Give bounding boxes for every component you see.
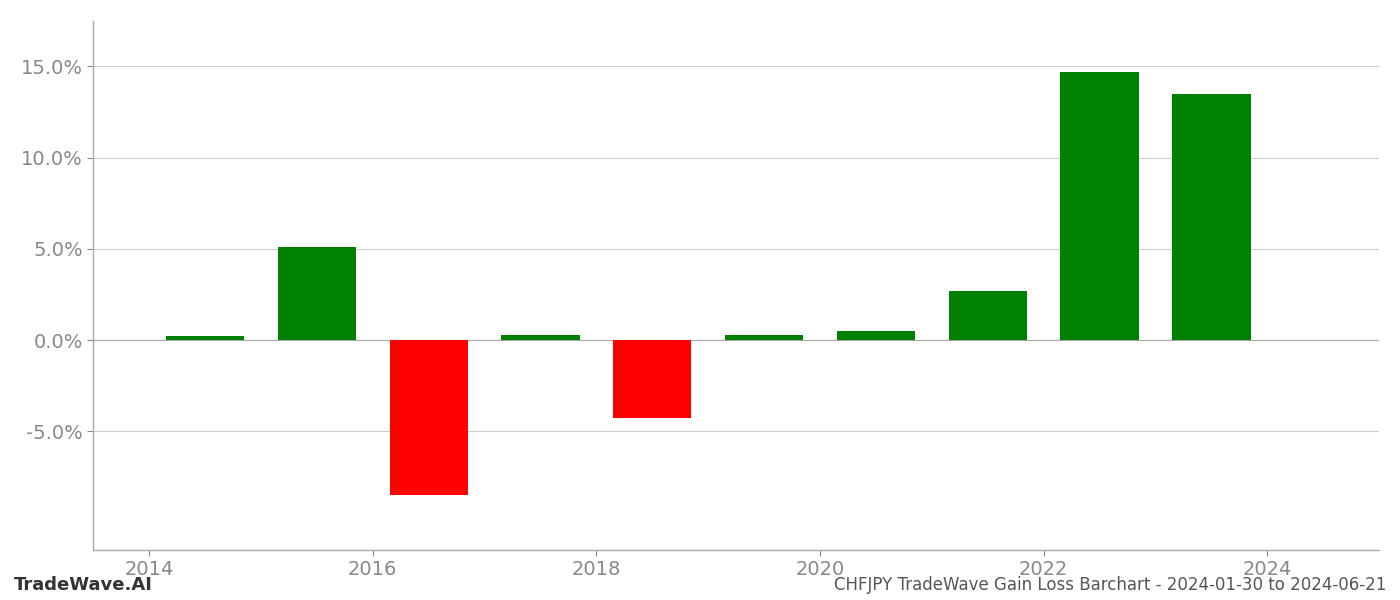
Bar (277, 247, 356, 340)
Bar (949, 291, 1028, 340)
Bar (501, 335, 580, 340)
Bar (167, 337, 244, 340)
Text: TradeWave.AI: TradeWave.AI (14, 576, 153, 594)
Bar (389, 340, 468, 495)
Bar (613, 340, 692, 418)
Bar (1172, 94, 1250, 340)
Bar (725, 335, 804, 340)
Bar (837, 331, 916, 340)
Text: CHFJPY TradeWave Gain Loss Barchart - 2024-01-30 to 2024-06-21: CHFJPY TradeWave Gain Loss Barchart - 20… (833, 576, 1386, 594)
Bar (1060, 72, 1138, 340)
